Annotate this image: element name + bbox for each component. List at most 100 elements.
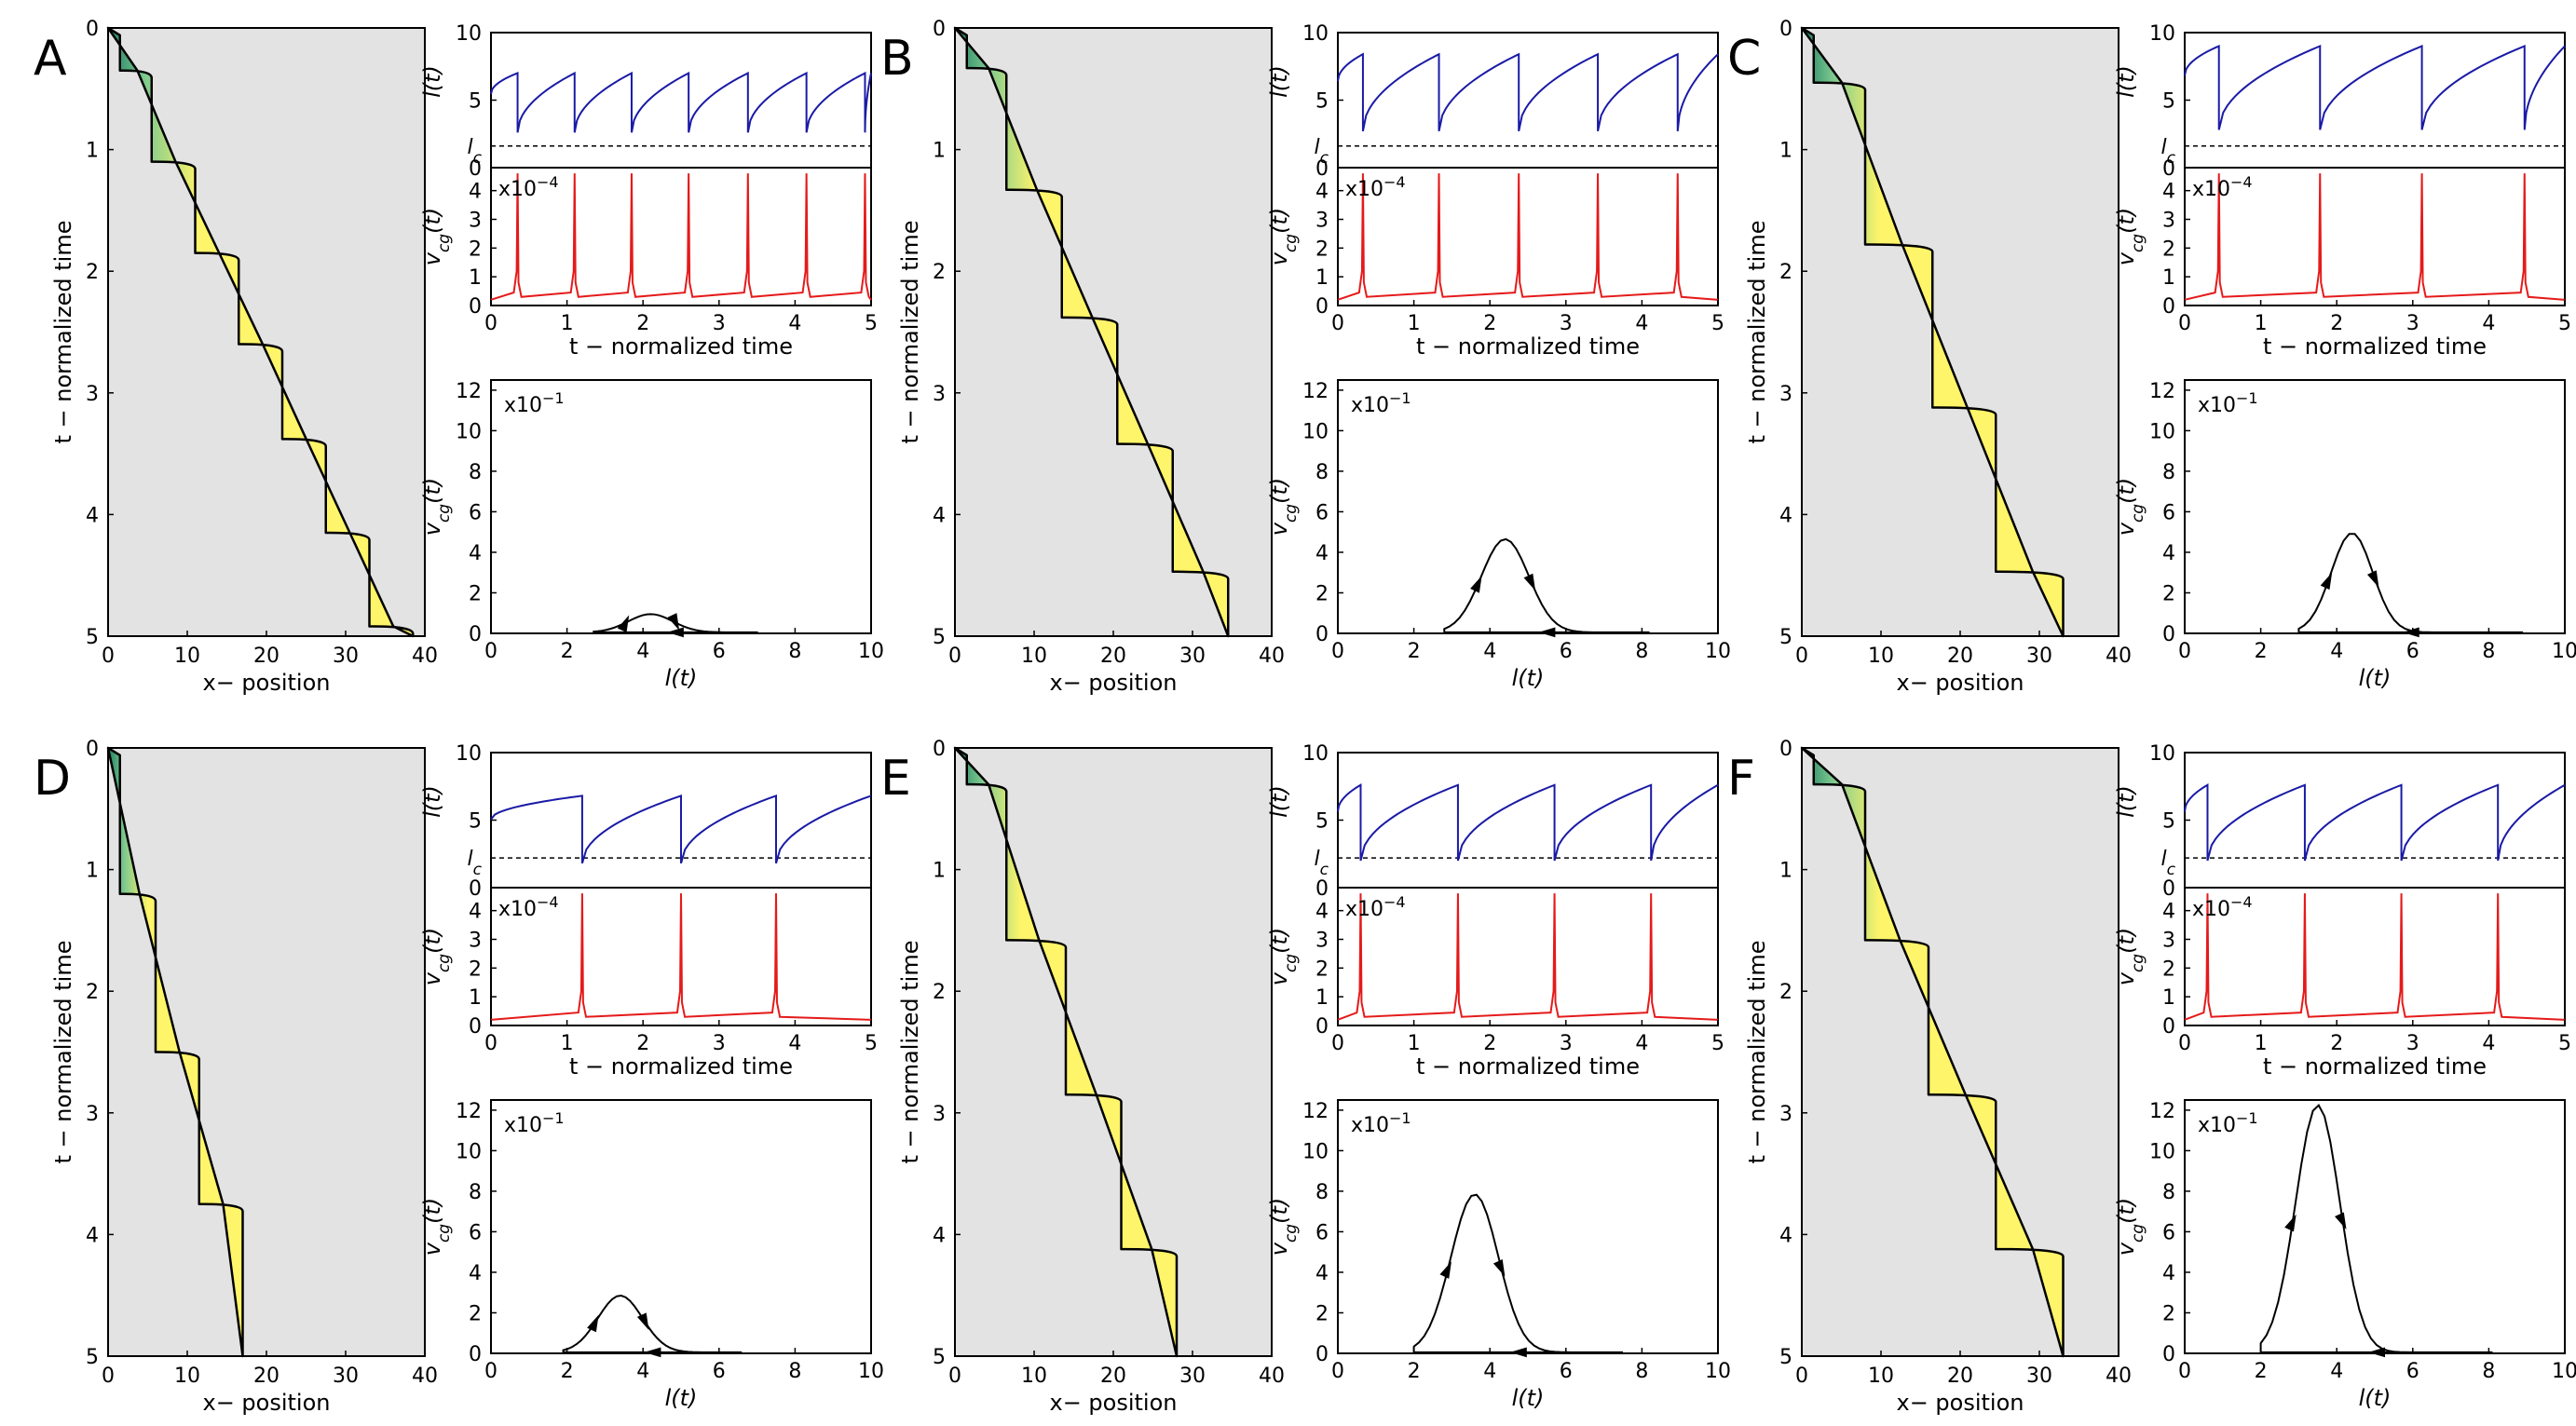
phase-ylabel-part: cg — [1282, 1224, 1301, 1243]
kymo-ytick-label: 1 — [86, 140, 99, 163]
phase-xtick-label: 6 — [2406, 1360, 2419, 1383]
panel-letter: B — [880, 31, 914, 87]
phase-xtick-label: 4 — [636, 640, 649, 663]
velocity-xtick-label: 2 — [2330, 1032, 2343, 1055]
velocity-xtick-label: 1 — [561, 1032, 574, 1055]
kymo-ylabel: t − normalized time — [897, 941, 923, 1164]
velocity-xtick-label: 1 — [2255, 1032, 2268, 1055]
phase-ytick-label: 6 — [469, 501, 482, 524]
velocity-xtick-label: 3 — [1560, 312, 1573, 335]
velocity-xtick-label: 0 — [1331, 312, 1344, 335]
panel-letter: D — [34, 751, 71, 807]
phase-scale-label-part: −1 — [2236, 389, 2258, 407]
velocity-ytick-label: 2 — [469, 957, 482, 981]
velocity-ytick-label: 4 — [469, 181, 482, 204]
length-ylabel: l(t) — [2113, 65, 2139, 98]
kymo-ylabel: t − normalized time — [1744, 941, 1770, 1164]
velocity-scale-label: x10−4 — [498, 173, 559, 202]
cell-body — [1800, 26, 2065, 638]
phase-ylabel: vcg(t) — [1266, 1198, 1301, 1256]
kymo-xtick-label: 0 — [948, 645, 961, 668]
phase-arrow-down — [636, 1312, 649, 1330]
kymo-ytick-label: 2 — [1779, 261, 1792, 284]
phase-ylabel-part: v — [419, 1242, 445, 1256]
length-ytick-label: 0 — [469, 157, 482, 181]
kymo-xtick-label: 40 — [2106, 645, 2132, 668]
velocity-xtick-label: 3 — [1560, 1032, 1573, 1055]
phase-ytick-label: 10 — [1302, 1140, 1329, 1163]
phase-ytick-label: 4 — [2162, 542, 2175, 565]
phase-ylabel-part: cg — [2129, 504, 2147, 523]
kymo-xtick-label: 40 — [412, 1365, 438, 1388]
velocity-ylabel: vcg(t) — [2113, 208, 2147, 265]
phase-scale-label-part: −1 — [542, 1109, 565, 1127]
length-frame — [1337, 752, 1719, 889]
velocity-ytick-label: 1 — [469, 266, 482, 290]
phase-arrow-back — [644, 1347, 661, 1358]
velocity-ylabel-part: cg — [435, 954, 454, 972]
phase-scale-label-part: x10 — [504, 394, 542, 417]
kymo-ytick-label: 0 — [1779, 738, 1792, 761]
phase-xtick-label: 2 — [2255, 1360, 2268, 1383]
length-series-line — [1337, 52, 1719, 132]
phase-xtick-label: 8 — [1635, 1360, 1648, 1383]
length-ylabel: l(t) — [1266, 65, 1292, 98]
phase-ytick-label: 10 — [456, 420, 482, 443]
phase-xlabel: l(t) — [2359, 1385, 2392, 1411]
length-ylabel: l(t) — [1266, 785, 1292, 818]
kymo-ytick-label: 0 — [933, 18, 946, 41]
velocity-xtick-label: 0 — [484, 1032, 497, 1055]
phase-xtick-label: 0 — [2178, 1360, 2191, 1383]
lc-label-part: c — [473, 861, 483, 879]
velocity-ylabel-part: (t) — [419, 208, 445, 234]
velocity-xtick-label: 2 — [1483, 1032, 1496, 1055]
phase-xtick-label: 6 — [1560, 640, 1573, 663]
phase-frame — [2184, 379, 2566, 634]
phase-ytick-label: 0 — [1315, 1343, 1329, 1366]
velocity-xlabel: t − normalized time — [1416, 333, 1640, 360]
phase-ytick-label: 2 — [469, 582, 482, 605]
phase-scale-label: x10−1 — [1351, 1109, 1411, 1138]
kymo-xtick-label: 20 — [1100, 1365, 1126, 1388]
velocity-xtick-label: 4 — [1635, 312, 1648, 335]
velocity-ytick-label: 4 — [2162, 181, 2175, 204]
phase-loop-line — [562, 1295, 743, 1353]
kymo-xtick-label: 30 — [1179, 645, 1206, 668]
kymo-ytick-label: 0 — [1779, 18, 1792, 41]
phase-xtick-label: 10 — [2552, 640, 2576, 663]
velocity-ytick-label: 2 — [1315, 238, 1329, 261]
phase-scale-label: x10−1 — [2198, 1109, 2258, 1138]
velocity-ylabel-part: v — [2113, 251, 2139, 265]
velocity-scale-label-part: x10 — [498, 178, 537, 201]
kymo-xtick-label: 30 — [333, 1365, 359, 1388]
phase-scale-label-part: x10 — [2198, 394, 2236, 417]
phase-arrow-down — [1492, 1258, 1506, 1277]
velocity-xtick-label: 2 — [636, 312, 649, 335]
phase-loop-line — [2259, 1104, 2493, 1353]
velocity-xtick-label: 3 — [2406, 1032, 2419, 1055]
velocity-ylabel-part: v — [1266, 971, 1292, 985]
phase-ytick-label: 0 — [2162, 623, 2175, 646]
kymo-xtick-label: 40 — [412, 645, 438, 668]
cell-body — [106, 26, 415, 638]
lc-label-part: c — [473, 149, 483, 168]
kymo-ytick-label: 5 — [933, 626, 946, 649]
kymo-xtick-label: 10 — [1021, 645, 1047, 668]
panel-letter: F — [1727, 751, 1755, 807]
panel-letter: C — [1727, 31, 1761, 87]
length-ytick-label: 0 — [469, 877, 482, 901]
phase-ylabel-part: (t) — [2113, 1198, 2139, 1224]
velocity-xtick-label: 0 — [1331, 1032, 1344, 1055]
phase-xtick-label: 2 — [1408, 640, 1421, 663]
phase-loop-line — [1412, 1193, 1623, 1353]
phase-ytick-label: 2 — [2162, 582, 2175, 605]
phase-xtick-label: 8 — [788, 640, 801, 663]
kymo-ytick-label: 5 — [86, 1346, 99, 1369]
phase-ylabel: vcg(t) — [1266, 478, 1301, 536]
velocity-xtick-label: 4 — [2482, 1032, 2495, 1055]
phase-ytick-label: 12 — [456, 380, 482, 403]
velocity-ylabel-part: cg — [435, 234, 454, 252]
kymo-xtick-label: 20 — [1947, 645, 1973, 668]
